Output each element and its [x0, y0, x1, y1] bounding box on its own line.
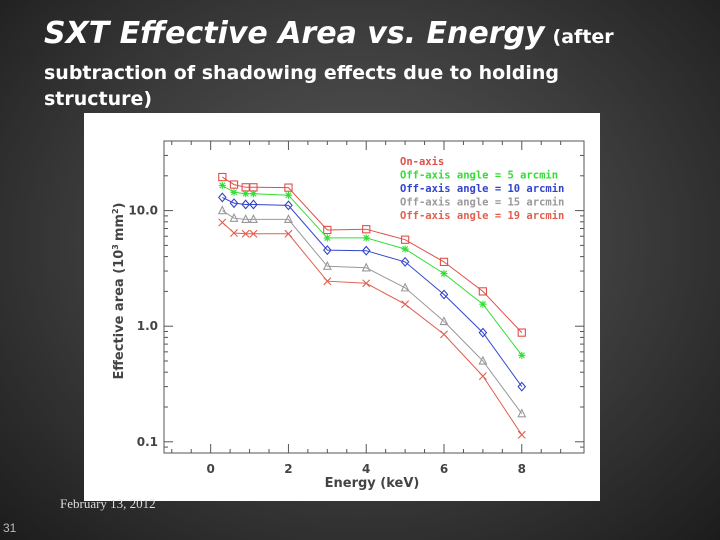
data-point-square — [218, 172, 227, 182]
slide-title: SXT Effective Area vs. Energy (after — [44, 18, 704, 50]
legend-entry: Off-axis angle = 5 arcmin — [400, 170, 558, 182]
series-3 — [218, 192, 527, 392]
y-tick-label: 10.0 — [128, 204, 158, 218]
y-axis-label-close: ) — [112, 203, 127, 209]
x-tick-label: 0 — [206, 462, 214, 476]
x-axis-label: Energy (keV) — [325, 476, 420, 491]
plot-frame — [163, 140, 585, 454]
data-point-diamond — [249, 199, 258, 210]
data-point-x — [362, 279, 371, 288]
series-layer — [217, 172, 527, 439]
x-tick-label: 8 — [518, 462, 526, 476]
data-point-square — [362, 225, 371, 234]
data-point-x — [478, 372, 487, 381]
series-line — [222, 210, 523, 414]
legend-entry: Off-axis angle = 19 arcmin — [400, 210, 564, 222]
y-axis-label-main: Effective area (10 — [112, 250, 127, 380]
data-point-triangle — [517, 408, 527, 418]
legend-entry: On-axis — [400, 156, 444, 168]
data-point-asterisk — [242, 190, 250, 198]
series-5 — [218, 218, 526, 439]
legend-entry: Off-axis angle = 10 arcmin — [400, 183, 564, 195]
data-point-triangle — [478, 355, 488, 365]
chart-panel: 0 2 4 6 8 0.1 1.0 10.0 On-axis Off-axis angle = … — [84, 113, 600, 501]
data-point-asterisk — [440, 270, 448, 278]
data-point-x — [440, 330, 448, 339]
data-point-square — [478, 287, 488, 296]
data-point-square — [517, 328, 526, 337]
data-point-triangle — [322, 260, 332, 270]
x-tick-label: 6 — [440, 462, 448, 476]
series-2 — [218, 181, 526, 359]
data-point-asterisk — [230, 188, 238, 196]
title-main: SXT Effective Area vs. Energy — [44, 16, 545, 51]
data-point-diamond — [400, 256, 410, 267]
footer-date: February 13, 2012 — [60, 496, 156, 511]
data-point-diamond — [439, 289, 449, 300]
data-point-diamond — [517, 381, 527, 392]
data-point-x — [517, 430, 526, 439]
data-point-asterisk — [323, 234, 331, 242]
data-point-triangle — [241, 214, 251, 224]
data-point-triangle — [283, 214, 293, 224]
data-point-triangle — [400, 282, 410, 292]
y-axis-label-unit: mm — [112, 214, 127, 241]
data-point-diamond — [323, 245, 332, 256]
y-axis-label-sup2: 2 — [111, 208, 120, 214]
data-point-asterisk — [362, 234, 370, 242]
y-axis-label-sup: 3 — [111, 244, 120, 250]
data-point-x — [230, 229, 238, 237]
data-point-diamond — [478, 327, 488, 338]
y-axis-label: Effective area (103 mm2) — [111, 203, 127, 380]
data-point-square — [323, 225, 332, 235]
data-point-asterisk — [249, 190, 258, 198]
data-point-x — [241, 229, 250, 238]
data-point-square — [229, 180, 239, 189]
data-point-asterisk — [518, 351, 526, 359]
legend-entry: Off-axis angle = 15 arcmin — [400, 197, 564, 209]
data-point-x — [401, 300, 410, 309]
effective-area-chart: 0 2 4 6 8 0.1 1.0 10.0 On-axis Off-axis angle = … — [111, 140, 585, 491]
data-point-diamond — [284, 200, 293, 211]
series-line — [221, 222, 523, 436]
data-point-square — [284, 183, 293, 192]
data-point-diamond — [241, 199, 250, 210]
data-point-asterisk — [401, 245, 409, 253]
data-point-triangle — [229, 212, 239, 222]
ticks-layer: 0 2 4 6 8 0.1 1.0 10.0 — [128, 140, 584, 476]
data-point-diamond — [361, 245, 371, 256]
slide-number: 31 — [3, 521, 17, 535]
data-point-asterisk — [284, 191, 293, 199]
title-paren: (after — [552, 26, 614, 48]
data-point-asterisk — [479, 300, 487, 308]
data-point-square — [400, 235, 410, 244]
data-point-triangle — [248, 214, 258, 224]
x-tick-label: 2 — [284, 462, 292, 476]
data-point-x — [284, 229, 293, 238]
data-point-x — [249, 229, 258, 238]
data-point-x — [323, 277, 332, 286]
series-line — [222, 196, 523, 387]
data-point-triangle — [439, 316, 449, 326]
plot-frame-layer — [163, 140, 585, 454]
data-point-triangle — [217, 205, 227, 215]
data-point-diamond — [218, 192, 227, 203]
y-tick-label: 1.0 — [137, 319, 158, 333]
series-4 — [217, 205, 527, 418]
y-tick-label: 0.1 — [137, 435, 158, 449]
data-point-triangle — [361, 262, 371, 272]
slide-subtitle: subtraction of shadowing effects due to … — [44, 62, 559, 110]
data-point-diamond — [229, 198, 239, 209]
data-point-x — [218, 218, 227, 227]
data-point-asterisk — [218, 181, 226, 190]
x-tick-label: 4 — [362, 462, 370, 476]
data-point-square — [439, 257, 449, 267]
